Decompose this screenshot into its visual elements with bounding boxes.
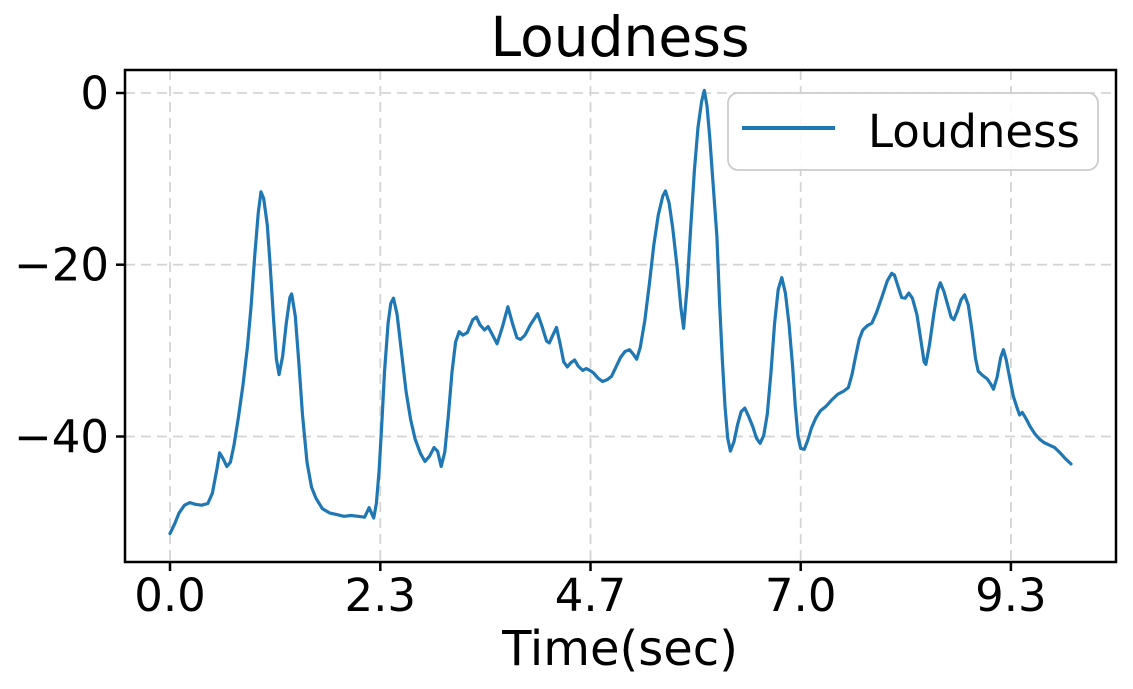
axis-ticks: 0.0 2.3 4.7 7.0 9.3 0 −20 −40 [14,67,1047,622]
legend-box [727,92,1099,171]
loudness-line-series [168,88,1073,536]
y-tick-label: −40 [14,411,109,464]
x-tick-label: 9.3 [975,569,1047,622]
y-tick-label: −20 [14,239,109,292]
x-tick-label: 4.7 [555,569,627,622]
x-tick-label: 0.0 [134,569,206,622]
x-tick-label: 7.0 [765,569,837,622]
y-tick-label: 0 [80,67,109,120]
legend: Loudness [727,92,1099,171]
legend-label: Loudness [868,105,1080,158]
x-axis-label: Time(sec) [501,621,738,677]
x-tick-label: 2.3 [345,569,417,622]
chart-title: Loudness [490,5,749,69]
axes-frame [123,68,1118,564]
